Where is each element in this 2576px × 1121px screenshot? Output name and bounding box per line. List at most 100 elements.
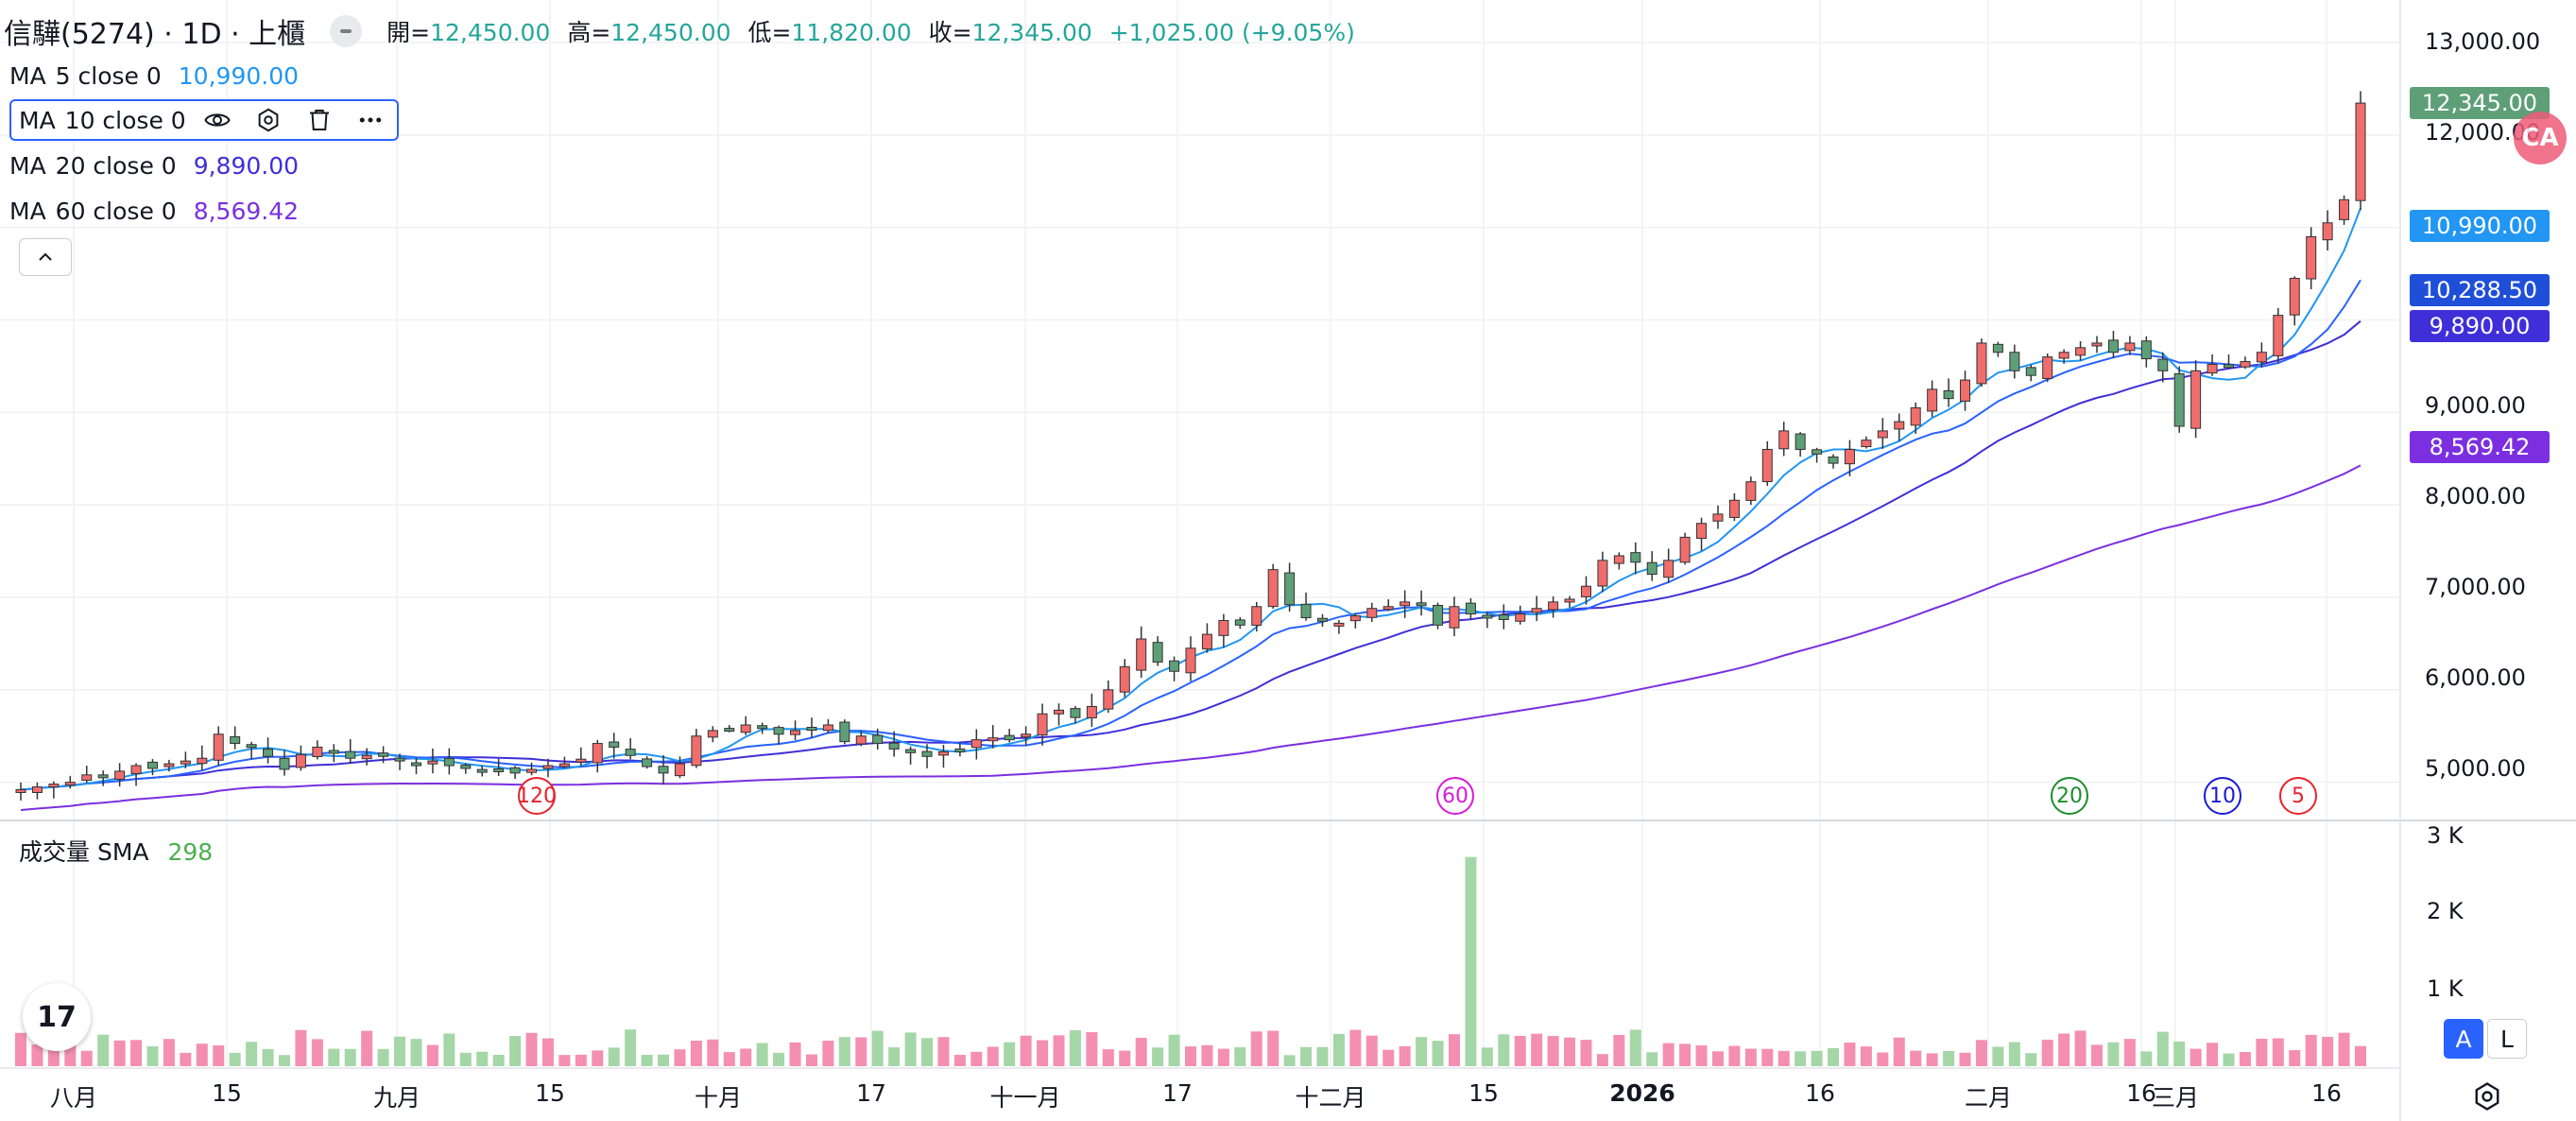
candle-body: [740, 724, 751, 733]
open-value: 12,450.00: [430, 19, 551, 46]
volume-bar: [344, 1048, 356, 1066]
candle-body: [246, 744, 257, 749]
candle-body: [31, 786, 43, 793]
volume-bar: [1744, 1048, 1757, 1066]
volume-bar: [80, 1050, 93, 1066]
volume-bar: [1481, 1047, 1493, 1066]
volume-bar: [113, 1040, 126, 1066]
volume-bar: [2074, 1030, 2087, 1066]
volume-bar: [987, 1046, 999, 1066]
high-label: 高=: [567, 19, 611, 46]
candle-body: [476, 768, 488, 773]
eye-icon[interactable]: [199, 104, 235, 136]
volume-axis-label: 3 K: [2427, 822, 2464, 849]
indicator-params: 5 close 0: [55, 61, 162, 90]
volume-bar: [1975, 1040, 1987, 1066]
indicator-ma20[interactable]: MA 20 close 0 9,890.00: [9, 145, 299, 186]
candle-body: [1812, 449, 1823, 455]
volume-bar: [2025, 1053, 2037, 1066]
candle-body: [1152, 642, 1163, 663]
collapse-indicators-button[interactable]: [19, 238, 72, 276]
volume-bar: [443, 1033, 455, 1066]
candle-body: [378, 752, 389, 757]
volume-bar: [904, 1032, 917, 1066]
candle-body: [1465, 602, 1476, 615]
collapse-legend-button[interactable]: [330, 15, 363, 47]
candle-body: [1449, 606, 1460, 629]
auto-scale-button[interactable]: A: [2444, 1019, 2483, 1059]
candle-body: [1712, 513, 1724, 522]
price-axis-label: 7,000.00: [2425, 574, 2526, 600]
indicator-name: MA: [19, 106, 56, 134]
open-label: 開=: [386, 19, 431, 46]
candle-body: [1218, 619, 1229, 636]
candle-body: [97, 774, 109, 779]
ma20-price-badge: 9,890.00: [2410, 310, 2550, 342]
candle-body: [1382, 606, 1394, 611]
volume-bar: [1662, 1043, 1674, 1066]
volume-bar: [2190, 1048, 2202, 1066]
ma5-line: [20, 207, 2361, 791]
tradingview-logo[interactable]: 17: [23, 983, 91, 1051]
candle-body: [1663, 560, 1674, 578]
candle-body: [1992, 343, 2003, 354]
volume-bar: [1069, 1030, 1081, 1066]
volume-bar: [2123, 1039, 2136, 1066]
volume-legend[interactable]: 成交量 SMA 298: [19, 834, 213, 868]
candle-body: [1416, 602, 1427, 607]
candle-body: [1349, 615, 1361, 622]
volume-bar: [1828, 1047, 1840, 1066]
volume-bar: [311, 1039, 323, 1066]
more-icon[interactable]: [352, 104, 388, 136]
candle-body: [48, 784, 60, 788]
candle-body: [2091, 342, 2103, 347]
volume-bar: [1250, 1031, 1262, 1066]
period-marker-10[interactable]: 10: [2204, 777, 2241, 815]
chevron-up-icon: [39, 252, 52, 261]
candle-body: [295, 753, 306, 768]
candle-body: [1054, 709, 1065, 715]
volume-bar: [2107, 1042, 2120, 1066]
candle-body: [2124, 342, 2136, 352]
candle-body: [707, 730, 718, 738]
volume-bar: [163, 1039, 175, 1066]
indicator-ma60[interactable]: MA 60 close 0 8,569.42: [9, 190, 299, 232]
indicator-ma5[interactable]: MA 5 close 0 10,990.00: [9, 55, 299, 96]
volume-bar: [1514, 1035, 1526, 1066]
period-marker-120[interactable]: 120: [517, 777, 557, 815]
candle-body: [1400, 601, 1411, 607]
time-axis-label: 十一月: [989, 1084, 1061, 1112]
candle-body: [1894, 421, 1905, 430]
candle-body: [1136, 638, 1147, 671]
trash-icon[interactable]: [301, 104, 337, 136]
settings-icon[interactable]: [250, 104, 286, 136]
period-marker-60[interactable]: 60: [1436, 777, 1474, 815]
candle-body: [1498, 614, 1509, 620]
log-scale-button[interactable]: L: [2487, 1019, 2527, 1059]
candle-body: [460, 765, 472, 769]
volume-bar: [1531, 1033, 1543, 1066]
chart-settings-icon[interactable]: [2470, 1079, 2504, 1113]
candle-body: [970, 739, 982, 749]
volume-bar: [838, 1037, 850, 1066]
volume-label: 成交量 SMA: [19, 838, 149, 866]
symbol-title[interactable]: 信驊(5274) · 1D · 上櫃: [4, 18, 306, 51]
time-axis-label: 16: [1805, 1079, 1835, 1107]
volume-bar: [2289, 1050, 2301, 1066]
candle-body: [312, 746, 323, 757]
candle-body: [1267, 569, 1279, 608]
time-axis-label: 16: [2126, 1079, 2156, 1107]
candle-body: [691, 735, 702, 767]
volume-bar: [361, 1030, 373, 1066]
candle-body: [1284, 572, 1296, 606]
period-marker-5[interactable]: 5: [2279, 777, 2317, 815]
candle-body: [2355, 102, 2366, 201]
candle-body: [2107, 339, 2119, 354]
volume-bar: [2008, 1042, 2020, 1066]
candle-body: [954, 748, 966, 752]
period-marker-20[interactable]: 20: [2051, 777, 2088, 815]
candle-body: [2140, 340, 2152, 360]
last-price-badge: 12,345.00: [2410, 87, 2550, 119]
indicator-ma10[interactable]: MA 10 close 0: [9, 99, 399, 141]
